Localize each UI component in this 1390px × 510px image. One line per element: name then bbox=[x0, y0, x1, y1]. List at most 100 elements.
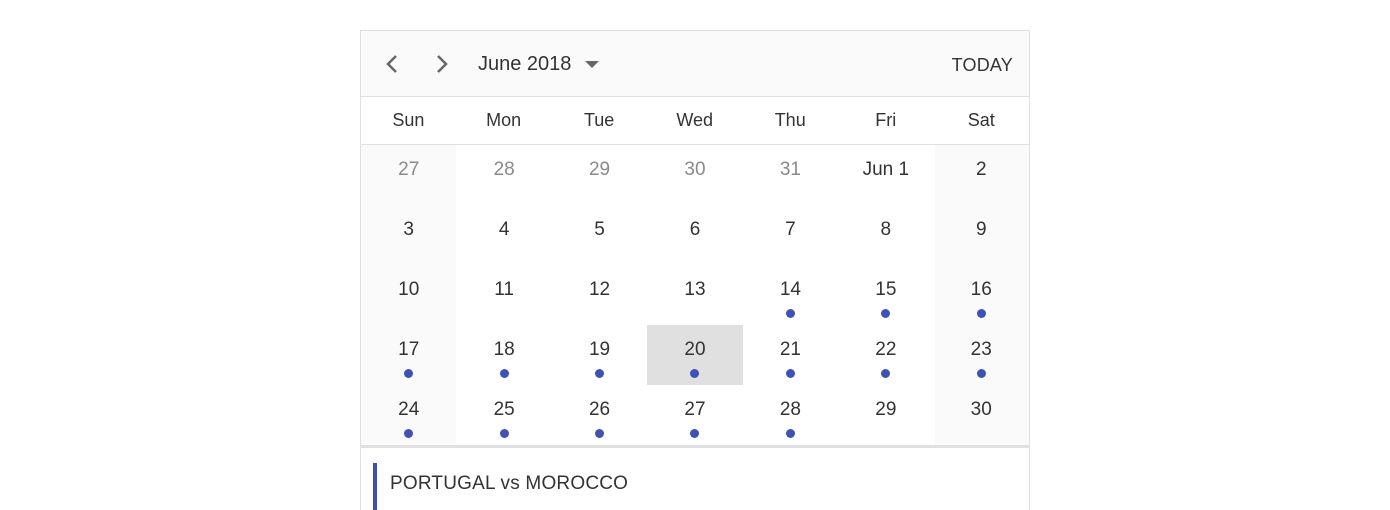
weekend-column-bg bbox=[935, 145, 1029, 445]
week-row: 17 18 19 20 21 22 23 bbox=[361, 325, 1029, 385]
day-number: 4 bbox=[498, 219, 510, 240]
event-dot-icon bbox=[690, 369, 700, 378]
day-number: 31 bbox=[779, 159, 801, 180]
day-cell-selected[interactable]: 20 bbox=[647, 325, 743, 385]
day-cell[interactable]: 4 bbox=[456, 205, 551, 265]
day-cell[interactable]: 29 bbox=[552, 145, 647, 205]
day-cell[interactable]: 21 bbox=[743, 325, 838, 385]
chevron-left-icon bbox=[386, 55, 397, 73]
day-cell[interactable]: 28 bbox=[456, 145, 551, 205]
day-number: 28 bbox=[779, 399, 801, 420]
chevron-right-icon bbox=[437, 55, 448, 73]
day-number: 28 bbox=[493, 159, 515, 180]
day-number: 27 bbox=[684, 399, 706, 420]
event-dot-icon bbox=[499, 369, 509, 378]
event-title: PORTUGAL vs MOROCCO bbox=[390, 473, 629, 494]
event-dot-icon bbox=[404, 429, 414, 438]
event-dot-icon bbox=[690, 429, 700, 438]
day-number: 7 bbox=[785, 219, 796, 240]
day-cell[interactable]: 8 bbox=[838, 205, 933, 265]
day-number: 21 bbox=[779, 339, 801, 360]
day-cell[interactable]: 14 bbox=[743, 265, 838, 325]
month-label: June 2018 bbox=[478, 53, 572, 75]
weekday-label: Sat bbox=[967, 110, 995, 130]
day-number: 17 bbox=[398, 339, 420, 360]
day-cell[interactable]: 31 bbox=[743, 145, 838, 205]
week-row: 10 11 12 13 14 15 16 bbox=[361, 265, 1029, 325]
week-row: 24 25 26 27 28 29 30 bbox=[361, 385, 1029, 445]
event-dot-icon bbox=[404, 369, 414, 378]
caret-down-icon bbox=[585, 60, 600, 68]
day-cell[interactable]: 28 bbox=[743, 385, 838, 445]
day-number: 14 bbox=[779, 279, 801, 300]
event-color-bar bbox=[373, 463, 377, 510]
day-cell[interactable]: 24 bbox=[361, 385, 456, 445]
weekday-label: Tue bbox=[583, 110, 615, 130]
day-number: 2 bbox=[975, 159, 987, 180]
event-dot-icon bbox=[881, 369, 891, 378]
day-number: 12 bbox=[588, 279, 611, 300]
weekday-label: Wed bbox=[676, 110, 714, 130]
day-cell[interactable]: 16 bbox=[934, 265, 1029, 325]
calendar-header: June 2018 TODAY bbox=[361, 31, 1029, 97]
day-cell[interactable]: 2 bbox=[934, 145, 1029, 205]
day-cell[interactable]: 10 bbox=[361, 265, 456, 325]
day-cell[interactable]: 11 bbox=[456, 265, 551, 325]
event-dot-icon bbox=[785, 309, 795, 318]
event-dot-icon bbox=[499, 429, 509, 438]
month-grid: 27 28 29 30 31 Jun 1 2 3 4 5 6 7 8 9 10 11 12 13 14 15 16 17 1… bbox=[361, 145, 1029, 445]
day-number: 30 bbox=[684, 159, 706, 180]
event-dot-icon bbox=[785, 429, 795, 438]
day-number: 23 bbox=[970, 339, 992, 360]
divider bbox=[361, 445, 1029, 448]
day-cell[interactable]: 30 bbox=[934, 385, 1029, 445]
day-number: 22 bbox=[875, 339, 897, 360]
event-dot-icon bbox=[881, 309, 891, 318]
day-cell[interactable]: 13 bbox=[647, 265, 742, 325]
event-dot-icon bbox=[595, 369, 605, 378]
day-number: 25 bbox=[493, 399, 515, 420]
event-dot-icon bbox=[785, 369, 795, 378]
day-number: 9 bbox=[975, 219, 987, 240]
day-cell[interactable]: 19 bbox=[552, 325, 647, 385]
weekday-label: Fri bbox=[875, 110, 897, 130]
day-cell[interactable]: 3 bbox=[361, 205, 456, 265]
day-cell[interactable]: 17 bbox=[361, 325, 456, 385]
day-cell[interactable]: 6 bbox=[647, 205, 742, 265]
next-month-button[interactable] bbox=[431, 53, 451, 75]
day-cell[interactable]: 7 bbox=[743, 205, 838, 265]
day-cell[interactable]: 26 bbox=[552, 385, 647, 445]
weekend-column-bg bbox=[361, 145, 456, 445]
day-cell[interactable]: 25 bbox=[456, 385, 551, 445]
day-number: 20 bbox=[684, 339, 706, 360]
day-number: 30 bbox=[970, 399, 992, 420]
day-cell[interactable]: 30 bbox=[647, 145, 742, 205]
event-item[interactable]: PORTUGAL vs MOROCCO bbox=[361, 448, 1029, 510]
day-number: 27 bbox=[398, 159, 420, 180]
day-cell[interactable]: 22 bbox=[838, 325, 933, 385]
week-row: 3 4 5 6 7 8 9 bbox=[361, 205, 1029, 265]
month-selector[interactable]: June 2018 bbox=[478, 53, 600, 75]
day-number: 19 bbox=[588, 339, 611, 360]
today-button[interactable]: TODAY bbox=[951, 55, 1013, 75]
day-cell[interactable]: 5 bbox=[552, 205, 647, 265]
day-number: 8 bbox=[880, 219, 892, 240]
day-number: 15 bbox=[875, 279, 897, 300]
day-cell[interactable]: 27 bbox=[361, 145, 456, 205]
day-cell[interactable]: 29 bbox=[838, 385, 933, 445]
day-cell[interactable]: 18 bbox=[456, 325, 551, 385]
day-cell[interactable]: 12 bbox=[552, 265, 647, 325]
day-cell[interactable]: 9 bbox=[934, 205, 1029, 265]
day-cell[interactable]: 23 bbox=[934, 325, 1029, 385]
week-row: 27 28 29 30 31 Jun 1 2 bbox=[361, 145, 1029, 205]
day-cell[interactable]: Jun 1 bbox=[838, 145, 933, 205]
day-cell[interactable]: 27 bbox=[647, 385, 742, 445]
day-number: 29 bbox=[875, 399, 897, 420]
day-cell[interactable]: 15 bbox=[838, 265, 933, 325]
day-number: 24 bbox=[398, 399, 420, 420]
day-number: Jun 1 bbox=[862, 159, 910, 180]
event-dot-icon bbox=[595, 429, 605, 438]
day-number: 18 bbox=[493, 339, 515, 360]
prev-month-button[interactable] bbox=[383, 53, 403, 75]
day-number: 10 bbox=[398, 279, 420, 300]
